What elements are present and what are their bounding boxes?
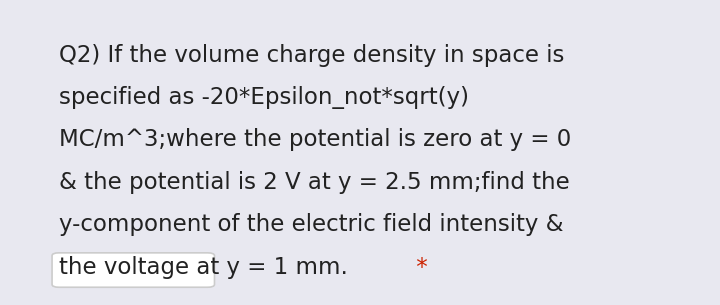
Text: *: * bbox=[409, 256, 428, 279]
Text: Q2) If the volume charge density in space is: Q2) If the volume charge density in spac… bbox=[59, 44, 564, 66]
Text: the voltage at y = 1 mm.: the voltage at y = 1 mm. bbox=[59, 256, 348, 279]
Text: & the potential is 2 V at y = 2.5 mm;find the: & the potential is 2 V at y = 2.5 mm;fin… bbox=[59, 171, 570, 194]
FancyBboxPatch shape bbox=[52, 253, 215, 287]
Text: y-component of the electric field intensity &: y-component of the electric field intens… bbox=[59, 213, 563, 236]
Text: MC/m^3;where the potential is zero at y = 0: MC/m^3;where the potential is zero at y … bbox=[59, 128, 571, 151]
Text: specified as -20*Epsilon_not*sqrt(y): specified as -20*Epsilon_not*sqrt(y) bbox=[59, 86, 469, 109]
